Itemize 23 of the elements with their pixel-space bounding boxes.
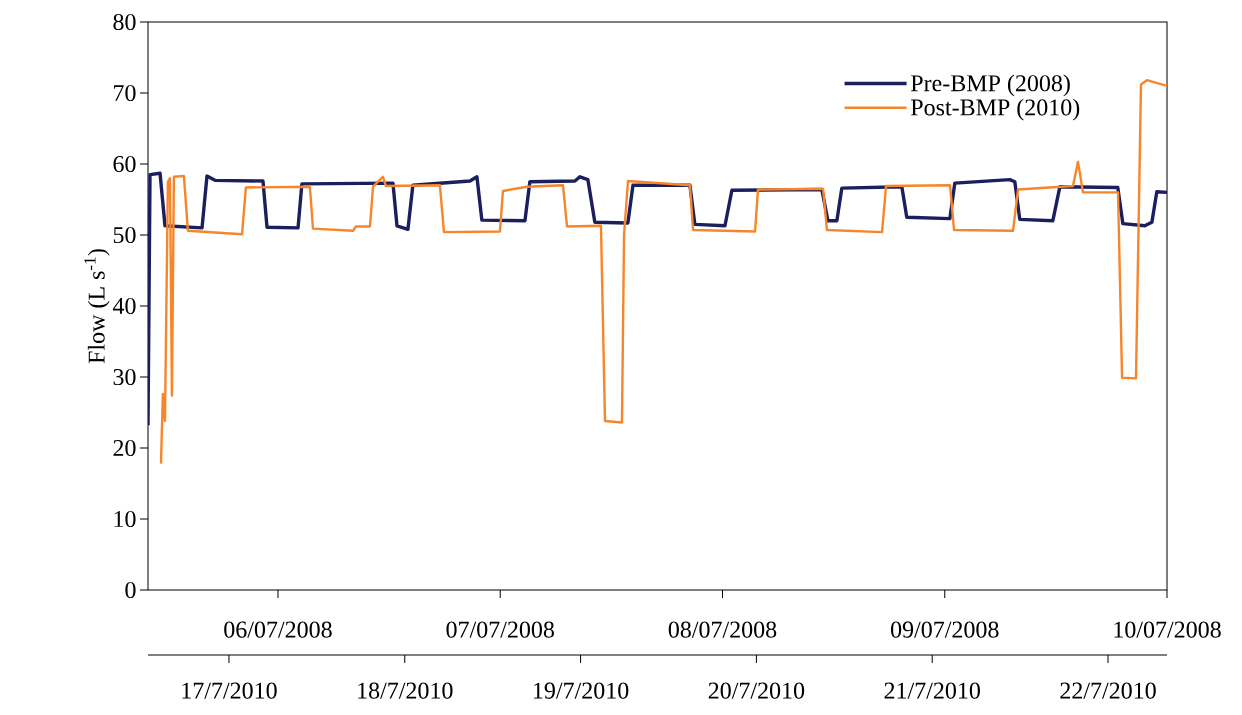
x-tick-label: 06/07/2008 xyxy=(224,621,332,638)
x2-tick-label: 17/7/2010 xyxy=(182,682,277,699)
x-tick-label: 08/07/2008 xyxy=(668,621,777,638)
y-tick-label: 10 xyxy=(114,510,136,528)
x2-tick-label: 19/7/2010 xyxy=(534,682,629,699)
legend-label: Pre-BMP (2008) xyxy=(910,74,1070,97)
y-tick-label: 30 xyxy=(113,368,136,386)
y-tick-label: 70 xyxy=(114,84,136,102)
x2-tick-label: 22/7/2010 xyxy=(1060,682,1156,699)
y-tick-label: 50 xyxy=(113,226,136,244)
x2-tick-label: 20/7/2010 xyxy=(708,682,805,699)
y-tick-label: 80 xyxy=(113,13,136,31)
legend-label: Post-BMP (2010) xyxy=(910,98,1080,121)
y-tick-label: 0 xyxy=(125,581,136,599)
y-tick-label: 20 xyxy=(113,439,136,457)
x-tick-label: 09/07/2008 xyxy=(890,621,999,638)
x2-tick-label: 21/7/2010 xyxy=(884,682,980,699)
x-tick-label: 07/07/2008 xyxy=(446,621,554,638)
y-tick-label: 60 xyxy=(113,155,136,173)
y-axis-title: Flow (L s$^{-1}$) xyxy=(84,249,110,364)
y-tick-label: 40 xyxy=(112,297,136,315)
x-tick-label: 10/07/2008 xyxy=(1114,621,1221,638)
x2-tick-label: 18/7/2010 xyxy=(358,682,453,699)
